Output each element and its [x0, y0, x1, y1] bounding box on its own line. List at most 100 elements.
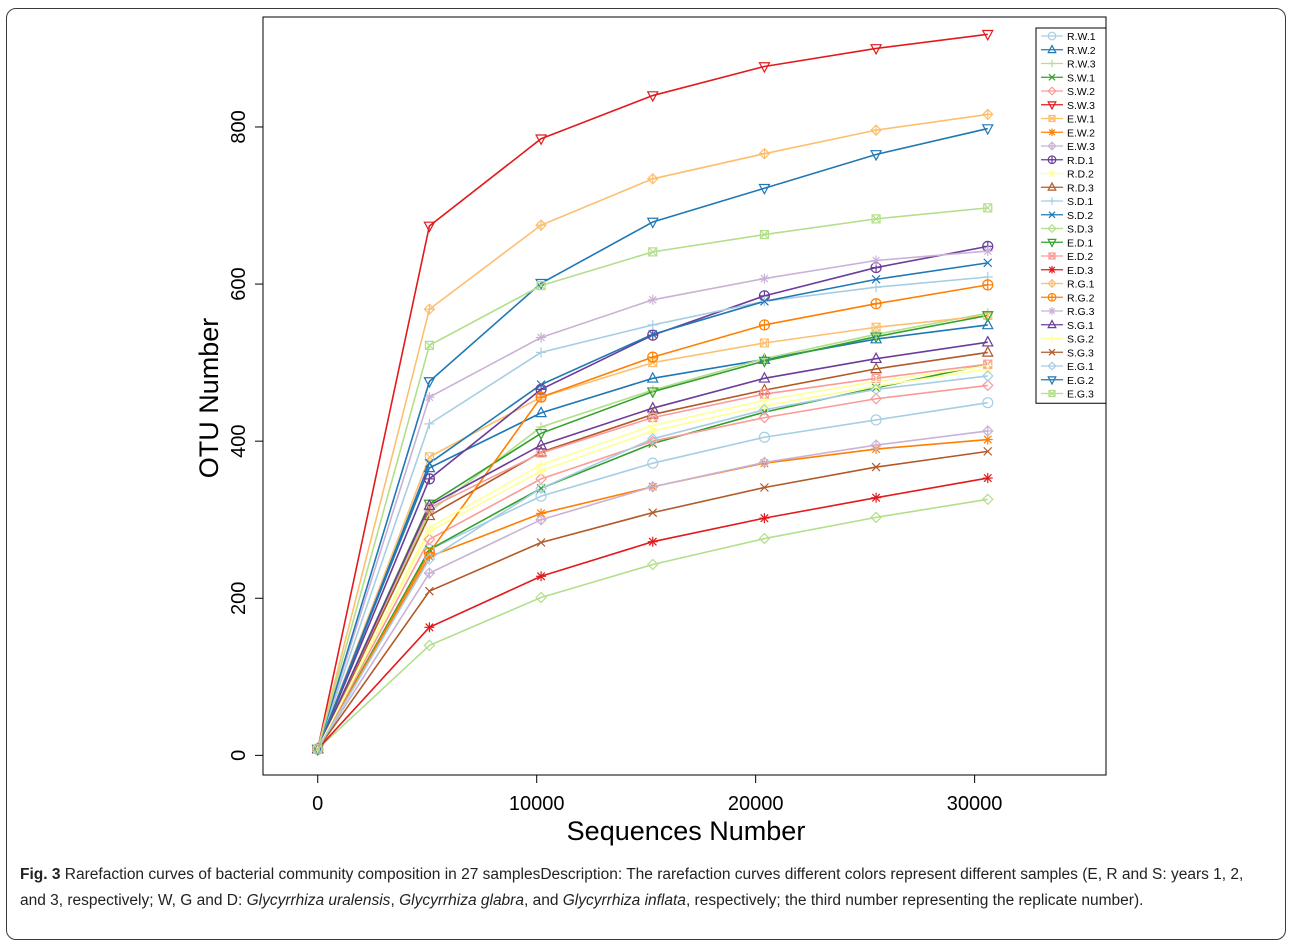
- data-point-R.G.1-1: [423, 303, 436, 316]
- data-point-R.G.3-6: [982, 246, 993, 257]
- data-point-S.G.3-2: [536, 538, 546, 547]
- data-point-R.G.2-1: [423, 547, 436, 559]
- caption-separator: ,: [390, 892, 400, 909]
- x-tick-label: 30000: [947, 793, 1003, 815]
- data-point-E.G.3-4: [759, 229, 770, 240]
- data-point-E.G.2-2: [535, 278, 548, 291]
- data-point-E.W.3-4: [758, 456, 771, 469]
- data-point-S.D.2-4: [759, 296, 769, 306]
- series-line-S.W.3: [316, 33, 988, 750]
- data-point-S.G.2-3: [647, 420, 658, 431]
- data-point-E.W.3-1: [423, 567, 436, 579]
- data-point-E.W.3-3: [646, 480, 659, 493]
- legend-item: R.W.2: [1041, 44, 1096, 57]
- legend-item: E.D.1: [1041, 237, 1093, 249]
- legend-label: S.D.1: [1067, 196, 1093, 208]
- legend-item: S.W.1: [1041, 72, 1095, 84]
- data-point-E.D.3-6: [982, 473, 993, 484]
- data-point-R.W.1-6: [982, 397, 994, 409]
- data-point-S.W.3-2: [535, 134, 548, 146]
- data-point-E.G.3-6: [983, 203, 993, 213]
- legend-item: S.G.1: [1041, 319, 1094, 332]
- data-point-S.G.1-4: [758, 371, 771, 383]
- data-point-S.W.3-3: [646, 91, 659, 103]
- data-point-R.G.2-5: [870, 298, 882, 310]
- figure-caption: Fig. 3 Rarefaction curves of bacterial c…: [20, 862, 1270, 914]
- data-point-R.G.2-4: [758, 319, 771, 331]
- data-point-E.G.3-1: [424, 340, 435, 350]
- data-point-S.W.2-3: [646, 435, 659, 448]
- caption-separator: , and: [523, 892, 563, 909]
- data-point-S.G.3-5: [871, 462, 881, 472]
- legend-item: S.D.3: [1041, 224, 1093, 236]
- legend-item: E.W.2: [1041, 127, 1095, 139]
- data-point-E.W.3-5: [870, 439, 882, 451]
- data-point-S.D.3-5: [870, 511, 882, 524]
- legend-label: S.G.2: [1067, 334, 1094, 346]
- data-point-R.W.3-4: [759, 353, 770, 364]
- data-point-E.G.1-4: [758, 403, 771, 416]
- legend-label: R.W.3: [1067, 59, 1096, 71]
- series-line-S.D.3: [317, 498, 988, 750]
- data-point-E.D.3-2: [536, 571, 547, 582]
- data-point-E.G.1-5: [870, 383, 882, 396]
- data-point-R.G.1-3: [646, 172, 659, 185]
- series-line-E.G.2: [316, 127, 988, 750]
- legend: R.W.1 R.W.2 R.W.3S.W.1 S.W.2 S.W.3 E.W.1E.W.2…: [1035, 27, 1107, 404]
- data-point-S.D.2-2: [536, 380, 546, 390]
- series-markers: [311, 29, 994, 756]
- data-point-S.W.3-5: [870, 44, 883, 56]
- y-tick-label: 0: [228, 750, 250, 761]
- data-point-E.G.3-0: [313, 744, 323, 754]
- data-point-S.D.3-1: [423, 639, 436, 652]
- data-point-S.G.2-6: [982, 360, 993, 371]
- legend-label: S.W.2: [1067, 86, 1095, 98]
- data-point-R.D.3-5: [870, 362, 883, 374]
- data-point-R.G.3-5: [871, 255, 882, 266]
- data-point-S.W.2-4: [758, 411, 771, 424]
- data-point-S.W.3-1: [423, 221, 436, 233]
- legend-label: E.G.3: [1067, 389, 1094, 401]
- data-point-S.D.3-3: [646, 558, 659, 571]
- caption-text-end: , respectively; the third number represe…: [685, 892, 1144, 909]
- legend-item: E.W.3: [1041, 141, 1095, 153]
- data-point-R.W.2-6: [981, 318, 994, 330]
- data-point-E.G.3-3: [648, 247, 658, 257]
- data-point-E.D.1-2: [535, 428, 548, 441]
- legend-label: R.G.2: [1067, 292, 1095, 304]
- legend-label: S.G.3: [1067, 347, 1094, 359]
- legend-item: R.W.1: [1041, 31, 1096, 43]
- data-point-R.G.1-5: [870, 124, 882, 136]
- legend-label: R.W.2: [1067, 45, 1096, 57]
- data-point-E.G.2-6: [981, 124, 994, 136]
- data-point-S.D.1-5: [871, 282, 882, 293]
- legend-label: S.W.1: [1067, 72, 1095, 84]
- data-point-E.D.3-1: [424, 622, 435, 633]
- legend-item: E.G.1: [1041, 361, 1094, 373]
- series-line-E.W.3: [317, 430, 988, 750]
- data-point-E.G.1-6: [981, 370, 994, 382]
- data-point-S.D.3-4: [758, 532, 771, 545]
- data-point-E.D.1-6: [981, 311, 994, 323]
- data-point-R.W.2-3: [646, 371, 659, 383]
- legend-label: R.W.1: [1067, 31, 1096, 43]
- legend-label: R.D.3: [1067, 182, 1094, 194]
- caption-text: Rarefaction curves of bacterial communit…: [20, 866, 1244, 909]
- data-point-R.D.1-1: [423, 473, 436, 485]
- data-point-E.W.2-6: [982, 434, 993, 445]
- data-point-S.G.2-1: [424, 522, 435, 533]
- x-tick-label: 10000: [509, 793, 565, 815]
- data-point-E.G.3-2: [536, 281, 546, 291]
- data-point-R.G.1-4: [758, 147, 771, 160]
- x-tick-label: 20000: [728, 793, 784, 815]
- data-point-E.G.1-3: [646, 432, 659, 445]
- legend-label: S.W.3: [1067, 100, 1095, 112]
- data-point-E.G.1-2: [535, 482, 547, 495]
- data-point-R.G.2-6: [982, 279, 994, 291]
- species-uralensis: Glycyrrhiza uralensis: [246, 892, 391, 909]
- legend-label: E.G.2: [1067, 375, 1094, 387]
- data-point-E.D.1-3: [646, 387, 659, 399]
- legend-item: E.W.1: [1041, 114, 1095, 126]
- legend-label: S.D.3: [1067, 224, 1093, 236]
- legend-item: S.D.2: [1041, 210, 1093, 222]
